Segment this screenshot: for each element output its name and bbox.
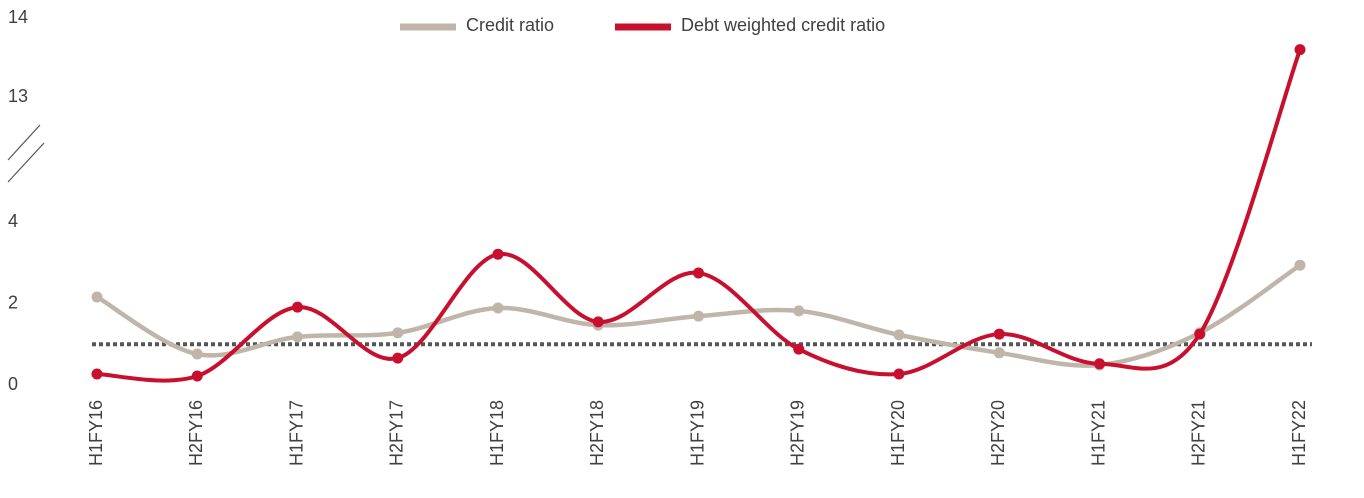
point xyxy=(993,328,1005,340)
point xyxy=(592,316,604,328)
point xyxy=(993,347,1005,359)
y-tick-label: 4 xyxy=(8,211,18,231)
x-tick-label: H2FY17 xyxy=(387,400,407,466)
x-tick-label: H2FY18 xyxy=(587,400,607,466)
point xyxy=(793,343,805,355)
point xyxy=(693,310,704,322)
y-tick-label: 13 xyxy=(8,86,28,106)
point xyxy=(91,368,103,380)
y-tick-label: 14 xyxy=(8,7,28,27)
point xyxy=(492,248,504,260)
x-tick-label: H1FY22 xyxy=(1289,400,1309,466)
axis-break xyxy=(7,124,41,161)
point xyxy=(292,331,303,343)
point xyxy=(392,327,404,339)
point xyxy=(1294,44,1306,56)
x-tick-label: H1FY20 xyxy=(888,400,908,466)
x-tick-label: H1FY17 xyxy=(286,400,306,466)
point xyxy=(893,329,905,341)
series-line xyxy=(96,48,1302,383)
point xyxy=(1094,358,1105,370)
x-tick-label: H1FY21 xyxy=(1088,400,1108,466)
point xyxy=(191,348,203,360)
x-tick-label: H1FY19 xyxy=(687,400,707,466)
point xyxy=(91,291,103,303)
x-tick-label: H2FY21 xyxy=(1189,400,1209,466)
x-tick-label: H2FY20 xyxy=(988,400,1008,466)
axis-break xyxy=(7,142,45,183)
legend-label: Debt weighted credit ratio xyxy=(681,15,885,35)
point xyxy=(1294,259,1306,271)
point xyxy=(693,267,704,279)
y-tick-label: 0 xyxy=(8,374,18,394)
point xyxy=(292,301,303,313)
x-tick-label: H1FY16 xyxy=(86,400,106,466)
x-tick-label: H2FY19 xyxy=(788,400,808,466)
point xyxy=(893,368,905,380)
point xyxy=(492,302,504,314)
x-tick-label: H2FY16 xyxy=(186,400,206,466)
y-tick-label: 2 xyxy=(8,292,18,312)
point xyxy=(1194,328,1206,340)
point xyxy=(392,352,404,364)
point xyxy=(191,370,203,382)
x-tick-label: H1FY18 xyxy=(487,400,507,466)
legend-label: Credit ratio xyxy=(466,15,554,35)
point xyxy=(793,305,805,317)
